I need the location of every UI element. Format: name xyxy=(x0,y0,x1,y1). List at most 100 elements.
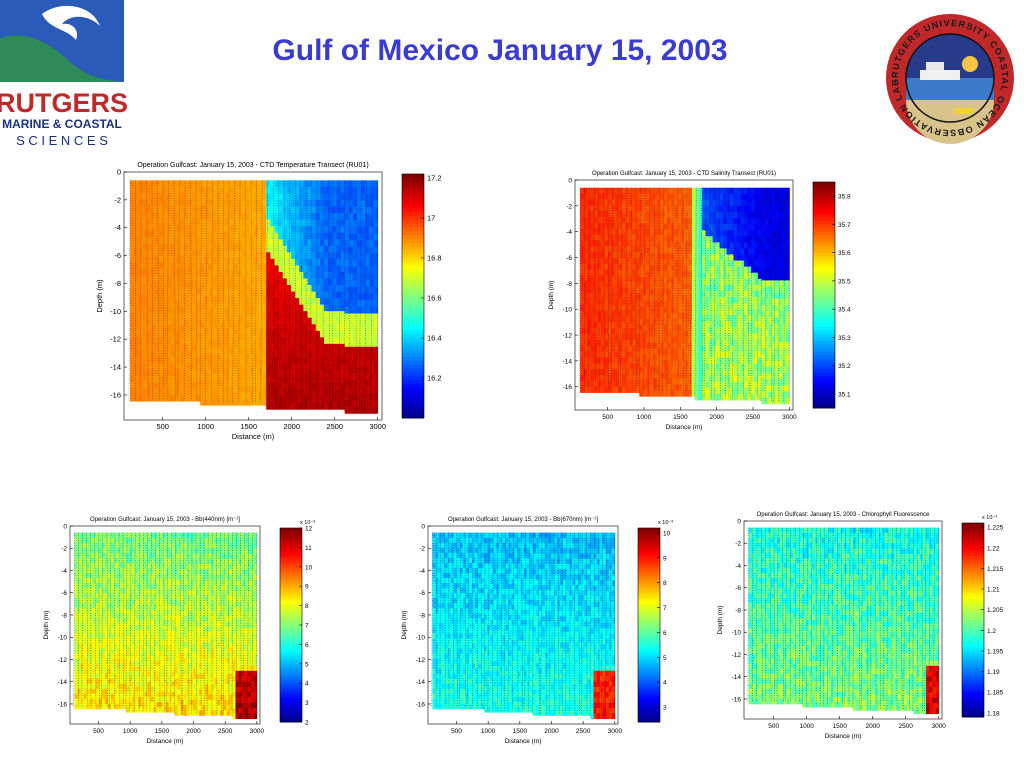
heatmap-cell xyxy=(625,386,630,393)
heatmap-cell xyxy=(712,363,717,371)
heatmap-cell xyxy=(92,663,97,670)
heatmap-cell xyxy=(744,309,748,316)
colorbar-step xyxy=(813,291,835,296)
heatmap-cell xyxy=(319,206,325,214)
heatmap-cell xyxy=(158,256,164,263)
heatmap-cell xyxy=(344,393,350,401)
heatmap-cell xyxy=(83,608,87,614)
heatmap-cell xyxy=(167,388,172,396)
heatmap-cell xyxy=(632,228,637,235)
heatmap-cell xyxy=(684,211,689,218)
heatmap-cell xyxy=(614,351,619,358)
heatmap-cell xyxy=(587,187,591,195)
heatmap-cell xyxy=(365,206,370,215)
heatmap-cell xyxy=(642,324,647,332)
heatmap-cell xyxy=(646,372,651,379)
heatmap-cell xyxy=(607,357,612,364)
heatmap-cell xyxy=(660,277,665,284)
heatmap-cell xyxy=(89,628,94,634)
heatmap-cell xyxy=(656,199,661,207)
heatmap-cell xyxy=(303,363,308,371)
heatmap-cell xyxy=(775,311,780,318)
heatmap-cell xyxy=(639,247,644,254)
heatmap-cell xyxy=(733,321,738,328)
colorbar-step xyxy=(813,404,835,409)
heatmap-cell xyxy=(138,293,143,301)
heatmap-cell xyxy=(677,384,682,391)
heatmap-cell xyxy=(670,354,675,361)
heatmap-cell xyxy=(212,231,218,239)
heatmap-cell xyxy=(89,638,94,644)
heatmap-cell xyxy=(104,643,109,649)
heatmap-cell xyxy=(92,643,97,649)
heatmap-cell xyxy=(369,313,374,321)
heatmap-cell xyxy=(158,237,164,244)
heatmap-cell xyxy=(352,233,358,241)
heatmap-cell xyxy=(233,328,238,335)
heatmap-cell xyxy=(237,231,242,239)
heatmap-cell xyxy=(737,363,741,371)
heatmap-cell xyxy=(709,278,714,286)
heatmap-cell xyxy=(224,334,230,342)
heatmap-cell xyxy=(142,382,147,389)
heatmap-cell xyxy=(361,246,366,254)
heatmap-cell xyxy=(761,311,766,318)
heatmap-cell xyxy=(175,344,180,352)
colorbar-step xyxy=(402,280,424,286)
heatmap-cell xyxy=(253,334,259,342)
heatmap-cell xyxy=(705,212,710,219)
heatmap-cell xyxy=(212,315,218,323)
heatmap-cell xyxy=(764,274,769,281)
heatmap-cell xyxy=(200,186,205,194)
colorbar-step xyxy=(813,252,835,257)
heatmap-cell xyxy=(357,286,362,294)
colorbar-step xyxy=(402,395,424,400)
heatmap-cell xyxy=(373,286,379,294)
heatmap-cell xyxy=(307,402,313,410)
heatmap-cell xyxy=(677,318,682,326)
heatmap-cell xyxy=(311,337,317,345)
heatmap-cell xyxy=(212,379,218,387)
heatmap-cell xyxy=(604,246,609,253)
heatmap-cell xyxy=(86,547,91,554)
heatmap-cell xyxy=(601,281,605,288)
heatmap-cell xyxy=(597,345,602,352)
heatmap-cell xyxy=(224,289,230,297)
heatmap-cell xyxy=(167,249,172,257)
heatmap-cell xyxy=(92,613,97,619)
heatmap-cell xyxy=(632,217,637,224)
heatmap-cell xyxy=(712,248,717,255)
heatmap-cell xyxy=(95,623,100,629)
heatmap-cell xyxy=(726,260,731,268)
heatmap-cell xyxy=(747,260,752,268)
heatmap-cell xyxy=(750,230,755,237)
heatmap-cell xyxy=(373,180,379,188)
heatmap-cell xyxy=(303,317,308,325)
heatmap-cell xyxy=(80,693,84,700)
heatmap-cell xyxy=(365,273,370,281)
heatmap-cell xyxy=(702,393,707,401)
heatmap-cell xyxy=(319,311,325,319)
heatmap-cell xyxy=(628,222,633,230)
heatmap-cell xyxy=(286,193,292,201)
heatmap-cell xyxy=(716,339,721,346)
heatmap-cell xyxy=(709,296,714,304)
heatmap-cell xyxy=(220,276,226,284)
heatmap-cell xyxy=(775,237,780,244)
heatmap-cell xyxy=(286,383,292,391)
colorbar-step xyxy=(402,174,424,179)
heatmap-cell xyxy=(282,271,288,279)
heatmap-cell xyxy=(278,232,284,240)
heatmap-cell xyxy=(77,668,81,675)
heatmap-cell xyxy=(104,628,109,634)
heatmap-cell xyxy=(771,243,776,250)
heatmap-cell xyxy=(674,271,679,278)
heatmap-cell xyxy=(183,363,189,371)
heatmap-cell xyxy=(291,363,296,371)
heatmap-cell xyxy=(365,260,370,268)
heatmap-cell xyxy=(319,356,325,364)
heatmap-cell xyxy=(86,623,91,629)
heatmap-cell xyxy=(216,379,222,387)
colorbar-step xyxy=(813,185,835,190)
heatmap-cell xyxy=(709,303,714,310)
